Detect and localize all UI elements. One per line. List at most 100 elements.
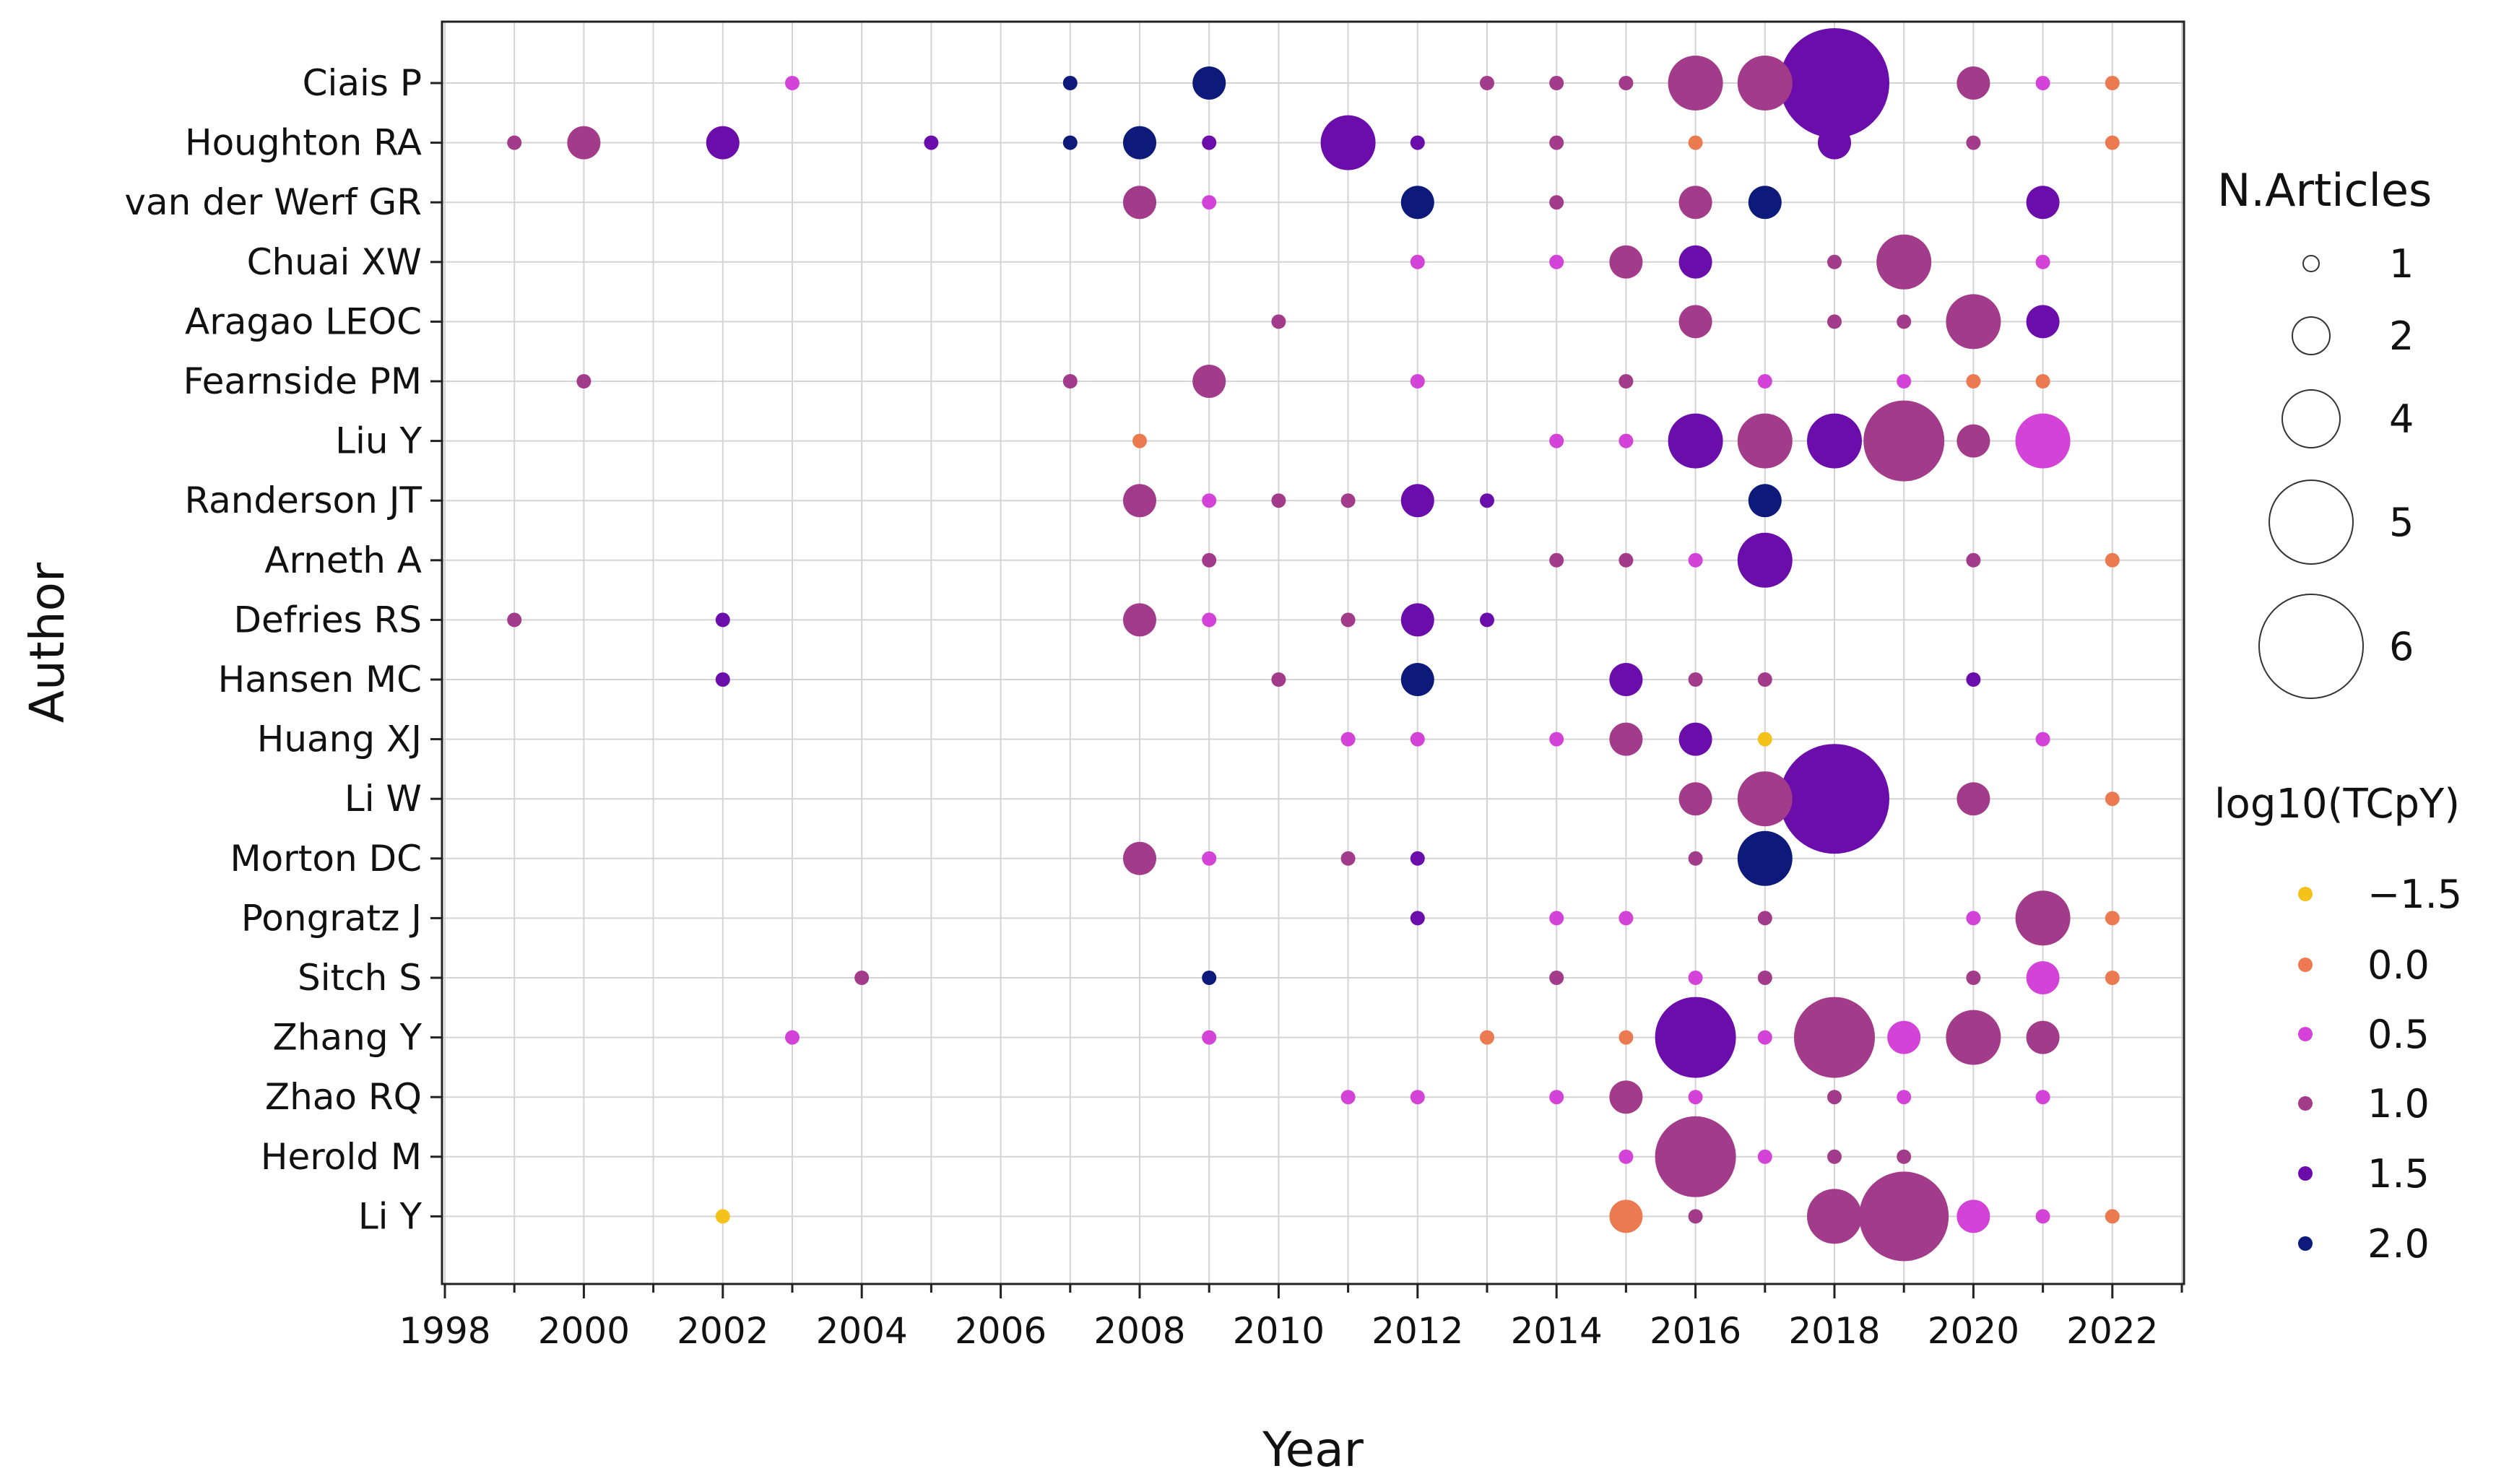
bubble-fearnside-pm-2000 [576, 374, 592, 389]
y-tick-label: Li W [344, 778, 422, 820]
bubble-zhang-y-2009 [1202, 1030, 1217, 1045]
bubble-herold-m-2017 [1757, 1149, 1772, 1164]
bubble-arneth-a-2014 [1549, 552, 1564, 568]
bubble-arneth-a-2015 [1618, 552, 1634, 568]
bubble-ciais-p-2017 [1737, 56, 1793, 110]
color-legend-swatch-5 [2298, 1236, 2313, 1251]
bubble-fearnside-pm-2009 [1192, 365, 1226, 398]
bubble-ciais-p-2018 [1780, 28, 1889, 138]
bubble-houghton-ra-1999 [507, 135, 522, 150]
bubble-li-y-2021 [2035, 1209, 2050, 1224]
bubble-li-y-2018 [1807, 1189, 1862, 1244]
bubble-morton-dc-2017 [1737, 830, 1793, 886]
bubble-ciais-p-2022 [2105, 76, 2120, 90]
grid-lines [442, 22, 2184, 1284]
bubble-aragao-leoc-2019 [1897, 314, 1912, 329]
x-tick-label: 2010 [1233, 1310, 1325, 1352]
y-axis-title: Author [20, 562, 75, 723]
bubble-li-y-2020 [1956, 1199, 1990, 1233]
bubble-zhao-rq-2015 [1609, 1080, 1643, 1114]
bubble-pongratz-j-2020 [1966, 911, 1981, 926]
bubble-defries-rs-1999 [507, 612, 522, 628]
bubble-fearnside-pm-2015 [1618, 374, 1634, 389]
x-tick-label: 2006 [955, 1310, 1046, 1352]
size-legend-circle-4 [2282, 389, 2341, 448]
bubble-houghton-ra-2016 [1688, 135, 1703, 150]
bubble-aragao-leoc-2018 [1827, 314, 1842, 329]
bubble-van-der-werf-gr-2016 [1678, 186, 1712, 220]
size-legend-circle-6 [2258, 594, 2364, 699]
bubble-houghton-ra-2000 [567, 126, 601, 160]
y-tick-label: Morton DC [230, 838, 422, 880]
bubble-sitch-s-2021 [2026, 961, 2060, 994]
bubble-sitch-s-2009 [1202, 971, 1217, 985]
color-legend-swatch-2 [2298, 1027, 2313, 1041]
axes: 1998 2000 2002 2004 2006 2008 2010 2012 2014 2016… [124, 20, 2185, 1352]
bubble-fearnside-pm-2017 [1757, 374, 1772, 389]
bubble-huang-xj-2017 [1757, 732, 1772, 747]
bubble-van-der-werf-gr-2012 [1400, 186, 1434, 220]
bubble-aragao-leoc-2021 [2026, 305, 2060, 339]
bubble-sitch-s-2016 [1688, 971, 1703, 985]
bubble-pongratz-j-2015 [1618, 911, 1634, 926]
color-legend-label-1: 0.0 [2367, 942, 2430, 988]
bubble-li-w-2022 [2105, 791, 2120, 807]
y-tick-label: Liu Y [335, 420, 422, 462]
y-tick-label: Herold M [261, 1136, 422, 1178]
bubble-liu-y-2014 [1549, 433, 1564, 448]
bubble-zhang-y-2016 [1655, 997, 1736, 1078]
y-tick-label: Li Y [358, 1195, 422, 1237]
bubble-li-y-2002 [715, 1209, 730, 1224]
bubble-chuai-xw-2014 [1549, 254, 1564, 269]
bubble-ciais-p-2014 [1549, 76, 1564, 90]
bubble-sitch-s-2017 [1757, 971, 1772, 985]
bubble-houghton-ra-2018 [1818, 126, 1851, 160]
bubble-zhao-rq-2016 [1688, 1090, 1703, 1105]
bubble-ciais-p-2020 [1956, 66, 1990, 100]
bubble-huang-xj-2016 [1678, 722, 1712, 756]
y-tick-label: Aragao LEOC [185, 300, 422, 342]
bubble-fearnside-pm-2012 [1410, 374, 1425, 389]
x-tick-label: 2012 [1372, 1310, 1463, 1352]
data-points [507, 28, 2120, 1262]
x-tick-label: 2016 [1650, 1310, 1741, 1352]
bubble-liu-y-2018 [1807, 413, 1862, 469]
bubble-randerson-jt-2012 [1400, 484, 1434, 518]
bubble-morton-dc-2012 [1410, 851, 1425, 866]
color-legend-label-4: 1.5 [2367, 1151, 2430, 1197]
bubble-zhang-y-2018 [1794, 997, 1875, 1078]
bubble-hansen-mc-2020 [1966, 672, 1981, 687]
bubble-houghton-ra-2020 [1966, 135, 1981, 150]
bubble-houghton-ra-2014 [1549, 135, 1564, 150]
bubble-defries-rs-2013 [1480, 612, 1494, 628]
bubble-ciais-p-2009 [1192, 66, 1226, 100]
bubble-herold-m-2015 [1618, 1149, 1634, 1164]
bubble-li-w-2016 [1678, 782, 1712, 816]
bubble-hansen-mc-2002 [715, 672, 730, 687]
color-legend-title: log10(TCpY) [2214, 781, 2460, 828]
x-tick-label: 2020 [1928, 1310, 2019, 1352]
bubble-aragao-leoc-2010 [1271, 314, 1286, 329]
bubble-ciais-p-2016 [1668, 56, 1723, 110]
bubble-zhang-y-2020 [1946, 1010, 2001, 1065]
bubble-herold-m-2019 [1897, 1149, 1912, 1164]
bubble-houghton-ra-2012 [1410, 135, 1425, 150]
bubble-li-w-2018 [1780, 744, 1889, 854]
bubble-van-der-werf-gr-2008 [1123, 186, 1156, 220]
size-legend-circle-2 [2292, 316, 2331, 355]
bubble-li-y-2019 [1859, 1171, 1949, 1262]
x-tick-label: 2022 [2066, 1310, 2158, 1352]
bubble-fearnside-pm-2019 [1897, 374, 1912, 389]
bubble-houghton-ra-2022 [2105, 135, 2120, 150]
y-tick-label: Zhao RQ [265, 1076, 422, 1118]
color-legend-swatch-1 [2298, 958, 2313, 972]
x-tick-label: 1998 [399, 1310, 490, 1352]
x-axis-title: Year [1262, 1422, 1364, 1478]
bubble-randerson-jt-2010 [1271, 493, 1286, 508]
bubble-liu-y-2017 [1737, 413, 1793, 469]
bubble-houghton-ra-2005 [924, 135, 939, 150]
bubble-hansen-mc-2015 [1609, 663, 1643, 696]
size-legend-title: N.Articles [2217, 164, 2432, 217]
size-legend-label-1: 1 [2389, 241, 2414, 287]
